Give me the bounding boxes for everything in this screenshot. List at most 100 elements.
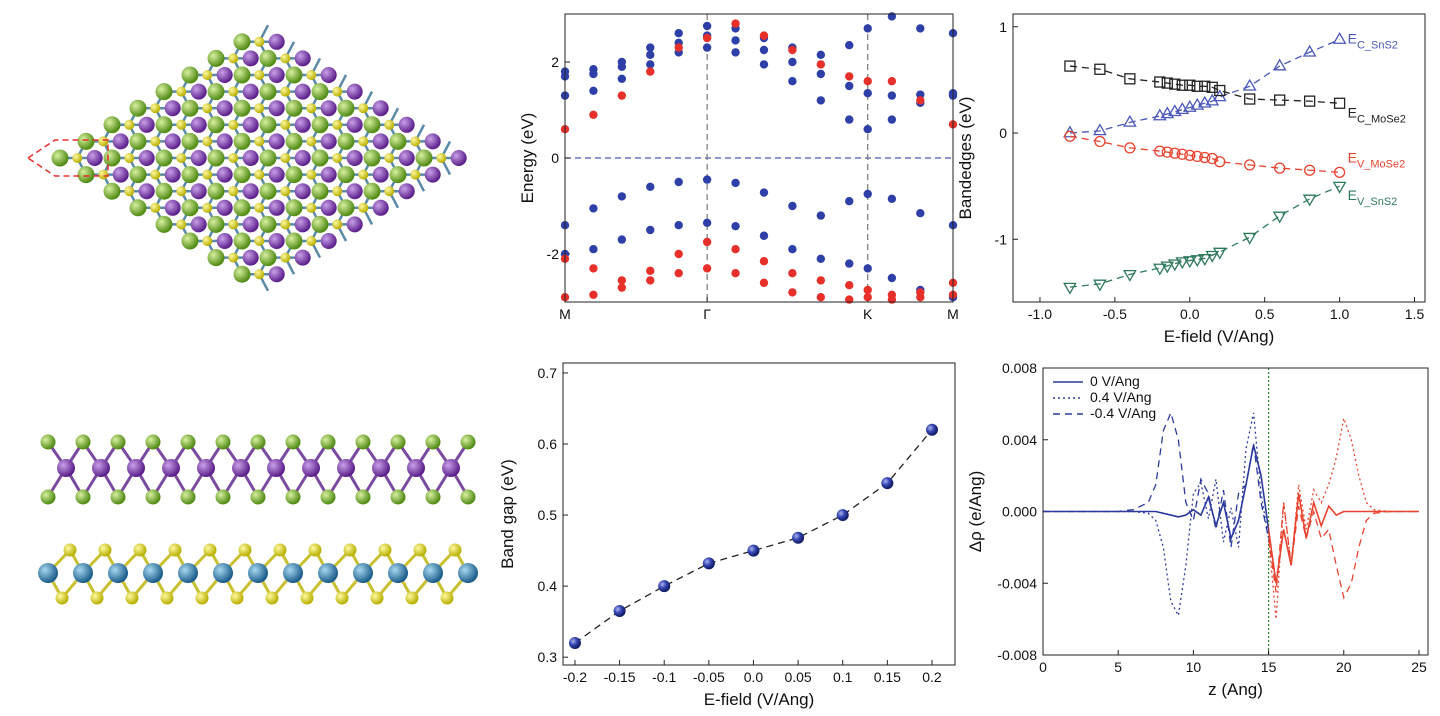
- x-tick-label: 0.1: [833, 669, 853, 685]
- atom: [73, 563, 93, 583]
- point: [731, 19, 740, 28]
- atom: [164, 100, 181, 117]
- atom: [413, 543, 427, 557]
- point: [1333, 166, 1346, 178]
- point: [1094, 135, 1106, 148]
- atom: [230, 591, 244, 605]
- atom: [308, 543, 322, 557]
- atom: [378, 543, 392, 557]
- atom: [285, 166, 303, 184]
- point: [1244, 93, 1256, 105]
- point: [1302, 194, 1317, 207]
- point: [845, 81, 854, 91]
- atom: [155, 149, 173, 167]
- atom: [160, 591, 174, 605]
- atom: [259, 215, 277, 233]
- x-tick-label: -0.15: [604, 669, 636, 685]
- point: [617, 91, 627, 100]
- point: [759, 45, 769, 55]
- atom: [242, 183, 259, 200]
- point: [589, 65, 598, 74]
- series-label: EC_SnS2: [1348, 31, 1398, 52]
- atom: [259, 182, 277, 200]
- point: [788, 288, 797, 297]
- point: [674, 269, 683, 278]
- point: [646, 182, 655, 191]
- atom: [112, 133, 129, 150]
- atom: [103, 116, 121, 134]
- point: [1175, 257, 1190, 270]
- x-tick-label: 0.15: [874, 669, 901, 685]
- atom: [250, 489, 266, 505]
- y-axis-label: Bandedges (eV): [956, 97, 975, 220]
- atom: [294, 50, 311, 67]
- point: [1154, 145, 1166, 157]
- y-tick-label: 1: [999, 19, 1007, 35]
- atom: [181, 166, 199, 184]
- point: [674, 177, 683, 187]
- atom: [335, 591, 349, 605]
- y-axis-label: Energy (eV): [518, 113, 537, 204]
- point: [881, 477, 894, 490]
- atom: [145, 489, 161, 505]
- atom: [353, 563, 373, 583]
- atom: [423, 563, 443, 583]
- atom: [337, 199, 355, 217]
- atom: [181, 232, 199, 250]
- atom: [233, 99, 251, 117]
- point: [1122, 114, 1137, 127]
- atom: [363, 116, 381, 134]
- atom: [311, 116, 329, 134]
- atom: [124, 119, 135, 130]
- atom: [233, 265, 251, 283]
- x-tick-label: 20: [1336, 659, 1352, 675]
- point: [1152, 263, 1167, 276]
- point: [617, 276, 627, 285]
- atom: [77, 166, 95, 184]
- y-tick-label: -0.004: [997, 575, 1037, 591]
- point: [646, 43, 655, 52]
- atom: [110, 434, 126, 450]
- atom: [190, 83, 207, 100]
- atom: [268, 199, 285, 216]
- atom: [306, 136, 317, 147]
- point: [845, 41, 854, 50]
- x-tick-label: 0: [1039, 659, 1047, 675]
- plot-frame: [1042, 367, 1429, 656]
- atom: [355, 489, 371, 505]
- atom: [202, 103, 213, 114]
- atom: [372, 166, 389, 183]
- point: [1093, 279, 1107, 292]
- atom: [202, 70, 213, 80]
- atom: [285, 232, 303, 250]
- point: [887, 91, 897, 100]
- point: [674, 221, 683, 230]
- point: [1161, 77, 1173, 89]
- y-tick-label: 0: [551, 150, 559, 166]
- atom: [294, 116, 311, 133]
- atom: [448, 543, 462, 557]
- atom: [332, 219, 343, 230]
- atom: [300, 591, 314, 605]
- y-tick-label: -0.008: [997, 647, 1037, 663]
- atom: [232, 459, 250, 477]
- atom: [110, 489, 126, 505]
- point: [1161, 146, 1173, 158]
- atom: [372, 100, 389, 117]
- atom: [103, 149, 121, 167]
- atom: [138, 116, 155, 133]
- atom: [320, 489, 336, 505]
- atom: [242, 116, 259, 133]
- x-tick-label: M: [559, 306, 571, 322]
- atom: [124, 153, 135, 163]
- point: [1169, 147, 1181, 159]
- point: [731, 48, 740, 57]
- atom: [280, 119, 291, 130]
- atom: [311, 215, 329, 233]
- atom: [207, 249, 225, 267]
- atom: [195, 591, 209, 605]
- atom: [346, 183, 363, 200]
- point: [1184, 149, 1196, 161]
- atom: [302, 459, 320, 477]
- atom: [216, 67, 233, 83]
